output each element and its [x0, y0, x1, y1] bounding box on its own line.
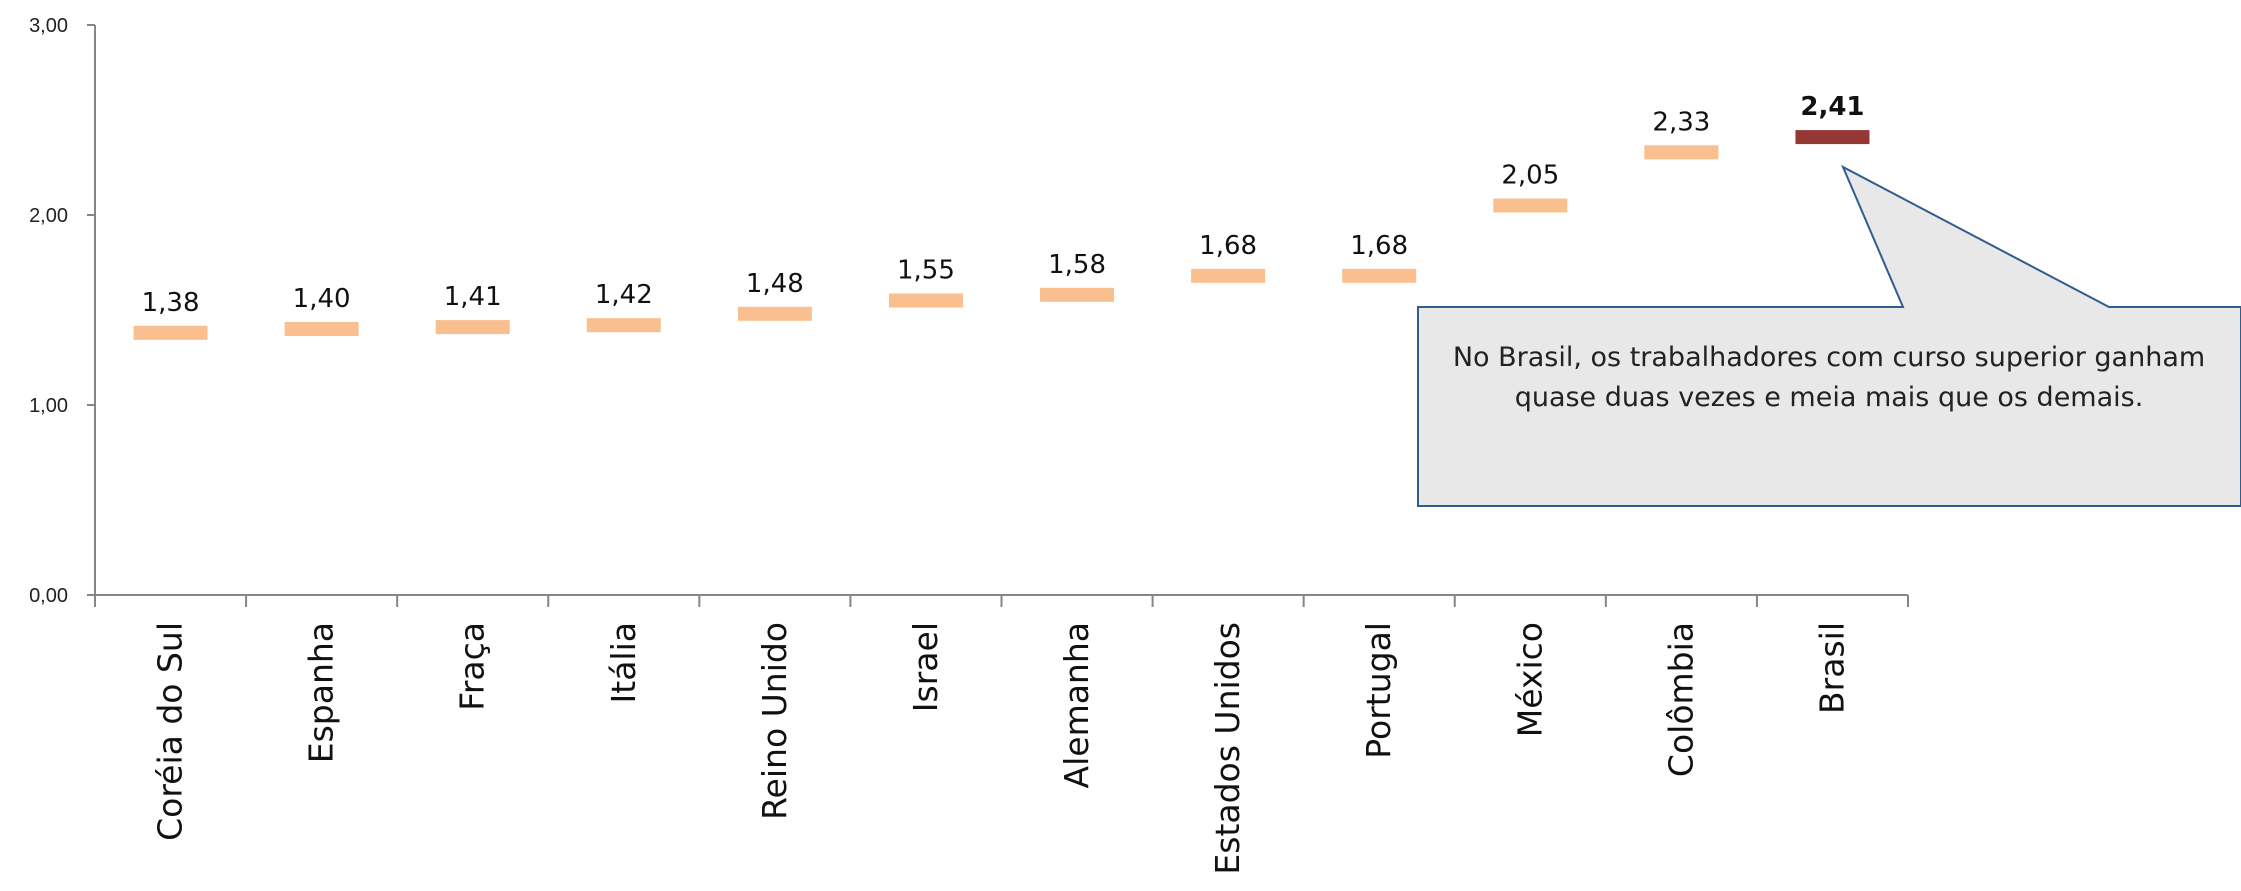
- bar-marker: [888, 293, 963, 308]
- x-tick-label: Portugal: [1359, 622, 1398, 759]
- bar-marker: [1644, 145, 1719, 160]
- x-tick-label: Colômbia: [1661, 622, 1700, 777]
- x-tick-label: Coréia do Sul: [151, 622, 190, 841]
- bar-marker: [133, 325, 208, 340]
- data-label: 1,40: [293, 284, 351, 314]
- data-label: 1,42: [595, 280, 653, 310]
- bar-marker: [1342, 268, 1417, 283]
- y-tick-label: 3,00: [29, 15, 68, 37]
- x-tick-label: Alemanha: [1057, 622, 1096, 788]
- callout-box: [1417, 164, 2241, 507]
- data-label: 1,48: [746, 269, 804, 299]
- data-label: 1,58: [1048, 250, 1106, 280]
- x-tick-label: México: [1510, 622, 1549, 737]
- data-label: 1,55: [897, 256, 955, 286]
- data-label: 1,41: [444, 282, 502, 312]
- x-tick-label: Israel: [906, 622, 945, 712]
- axes: 0,00 1,00 2,00 3,00: [29, 15, 1909, 607]
- bar-marker: [1795, 130, 1870, 145]
- x-tick-label: Itália: [604, 622, 643, 703]
- bar-marker: [435, 320, 510, 335]
- y-tick-label: 0,00: [29, 585, 68, 607]
- data-label: 1,68: [1350, 231, 1408, 261]
- y-tick-label: 2,00: [29, 205, 68, 227]
- x-tick-label: Espanha: [302, 622, 341, 763]
- bar-marker: [1493, 198, 1568, 213]
- data-label: 1,38: [142, 288, 200, 318]
- bar-marker: [1040, 287, 1115, 302]
- data-label: 2,05: [1501, 161, 1559, 191]
- data-label: 2,41: [1800, 92, 1864, 122]
- bar-marker: [284, 322, 359, 336]
- bar-marker: [586, 318, 661, 333]
- x-tick-label: Fraça: [453, 622, 492, 711]
- bar-marker: [1191, 268, 1266, 283]
- data-label: 2,33: [1652, 107, 1710, 137]
- callout-text: No Brasil, os trabalhadores com curso su…: [1452, 342, 2206, 413]
- y-tick-label: 1,00: [29, 395, 68, 417]
- bar-marker: [737, 306, 812, 321]
- x-tick-label: Reino Unido: [755, 622, 794, 820]
- x-tick-label: Estados Unidos: [1208, 622, 1247, 875]
- x-tick-label: Brasil: [1812, 622, 1851, 714]
- data-label: 1,68: [1199, 231, 1257, 261]
- marks: 1,38 Coréia do Sul 1,40 Espanha 1,41 Fraça 1,4…: [133, 92, 1870, 875]
